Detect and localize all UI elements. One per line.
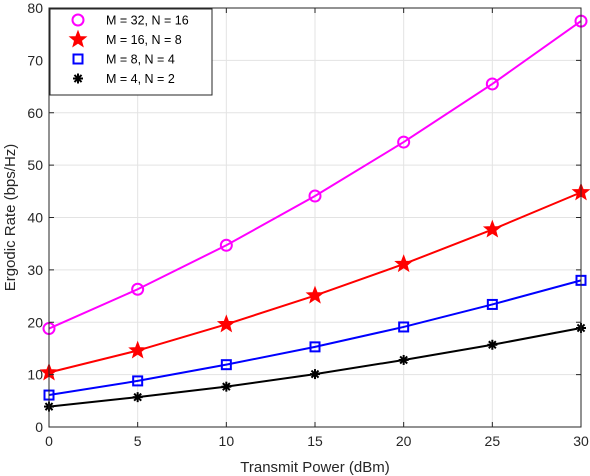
data-point (308, 189, 322, 203)
x-axis-label: Transmit Power (dBm) (240, 459, 389, 476)
legend-label: M = 4, N = 2 (106, 72, 175, 86)
y-tick-label: 0 (35, 419, 43, 435)
legend-item: M = 16, N = 8 (68, 29, 182, 48)
data-point (397, 135, 411, 149)
legend-item: M = 8, N = 4 (72, 53, 175, 67)
data-point (398, 321, 410, 333)
legend-label: M = 8, N = 4 (106, 53, 175, 67)
data-point (310, 369, 320, 380)
legend-marker (72, 53, 84, 65)
y-tick-label: 70 (27, 52, 43, 68)
data-point (216, 314, 236, 333)
data-point (131, 282, 145, 296)
x-tick-label: 10 (219, 433, 235, 449)
legend-item: M = 4, N = 2 (73, 72, 175, 86)
y-tick-label: 10 (27, 367, 43, 383)
legend: M = 32, N = 16 M = 16, N = 8 M = 8, N = 4 M… (49, 8, 213, 96)
legend-label: M = 32, N = 16 (106, 14, 189, 28)
y-tick-label: 40 (27, 210, 43, 226)
series-line (48, 279, 582, 397)
x-tick-label: 30 (573, 433, 589, 449)
y-tick-label: 30 (27, 262, 43, 278)
data-point (398, 354, 409, 365)
x-tick-label: 25 (485, 433, 501, 449)
y-tick-label: 20 (27, 314, 43, 330)
axis-ticks: 0 5 10 15 20 25 30 0 10 20 30 40 50 60 70 80 (27, 0, 589, 449)
data-point (132, 375, 144, 387)
y-tick-label: 50 (27, 157, 43, 173)
legend-marker (68, 29, 88, 48)
data-point (219, 238, 233, 252)
legend-label: M = 16, N = 8 (106, 33, 182, 47)
x-tick-label: 0 (45, 433, 53, 449)
x-tick-label: 5 (134, 433, 142, 449)
data-point (487, 339, 498, 350)
data-point (394, 254, 414, 273)
legend-item: M = 32, N = 16 (71, 13, 189, 28)
data-point (221, 381, 232, 392)
data-point (128, 340, 148, 359)
legend-marker (73, 73, 83, 84)
legend-marker (71, 13, 85, 27)
x-tick-label: 20 (396, 433, 412, 449)
x-tick-label: 15 (307, 433, 323, 449)
data-point (482, 219, 502, 238)
data-point (486, 298, 498, 310)
series-line (48, 20, 582, 330)
y-axis-label: Ergodic Rate (bps/Hz) (2, 144, 19, 292)
data-point (305, 285, 325, 304)
data-point (132, 392, 143, 403)
data-point (485, 77, 499, 91)
y-tick-label: 80 (27, 0, 43, 16)
data-point (220, 359, 232, 371)
data-point (309, 341, 321, 353)
y-tick-label: 60 (27, 105, 43, 121)
